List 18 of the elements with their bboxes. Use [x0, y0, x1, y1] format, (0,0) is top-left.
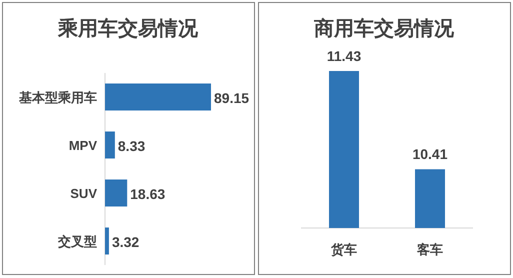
bar — [105, 132, 115, 158]
x-tick-label: 客车 — [416, 242, 443, 257]
bar — [105, 228, 109, 254]
data-label: 11.43 — [326, 48, 362, 64]
bar — [105, 84, 211, 110]
y-tick-label: SUV — [70, 186, 98, 201]
data-label: 3.32 — [112, 234, 140, 250]
data-label: 89.15 — [214, 90, 250, 106]
chart-title: 乘用车交易情况 — [57, 17, 199, 40]
x-tick-label: 货车 — [330, 242, 357, 257]
chart-title: 商用车交易情况 — [313, 17, 455, 40]
y-tick-label: MPV — [68, 138, 98, 153]
y-tick-label: 基本型乘用车 — [18, 90, 97, 105]
bar — [105, 180, 128, 206]
data-label: 8.33 — [118, 138, 146, 154]
data-label: 10.41 — [412, 146, 448, 162]
data-label: 18.63 — [130, 186, 166, 202]
y-tick-label: 交叉型 — [57, 234, 97, 249]
